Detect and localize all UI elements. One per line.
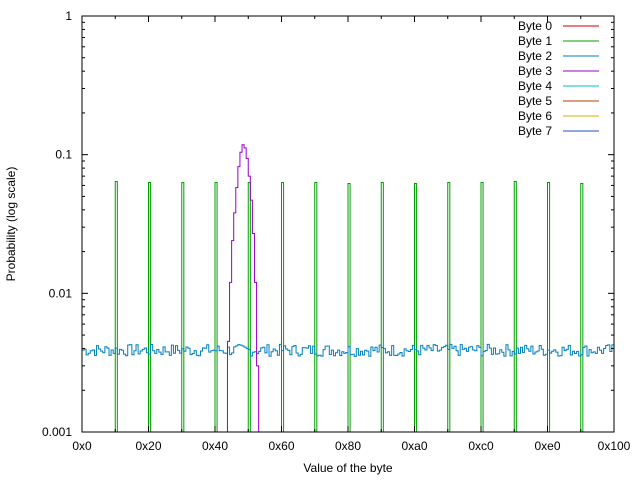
legend-label: Byte 0: [518, 19, 552, 33]
x-tick-label: 0xc0: [468, 439, 494, 453]
x-tick-label: 0xe0: [534, 439, 560, 453]
legend-label: Byte 5: [518, 94, 552, 108]
x-tick-label: 0x0: [72, 439, 92, 453]
series-line-byte-2: [82, 343, 614, 357]
y-tick-label: 0.1: [55, 148, 72, 162]
legend-label: Byte 1: [518, 34, 552, 48]
y-tick-label: 1: [65, 9, 72, 23]
legend-label: Byte 3: [518, 64, 552, 78]
axis-ticks: 0x0 0x20 0x40 0x60 0x80 0xa0 0xc0 0xe0 0x100 1 0.1…: [42, 9, 631, 453]
y-axis-label: Probability (log scale): [4, 167, 18, 282]
x-tick-label: 0x60: [268, 439, 294, 453]
x-tick-label: 0x20: [135, 439, 161, 453]
plot-lines: [82, 144, 614, 432]
y-tick-label: 0.001: [42, 425, 72, 439]
legend-label: Byte 7: [518, 124, 552, 138]
legend-label: Byte 6: [518, 109, 552, 123]
x-tick-label: 0x80: [335, 439, 361, 453]
legend-label: Byte 2: [518, 49, 552, 63]
x-axis-label: Value of the byte: [303, 461, 393, 475]
y-tick-label: 0.01: [49, 286, 73, 300]
legend-label: Byte 4: [518, 79, 552, 93]
series-line-byte-3: [226, 144, 260, 432]
x-tick-label: 0xa0: [401, 439, 427, 453]
x-tick-label: 0x100: [598, 439, 631, 453]
series-line-byte-1: [114, 181, 584, 432]
x-tick-label: 0x40: [202, 439, 228, 453]
